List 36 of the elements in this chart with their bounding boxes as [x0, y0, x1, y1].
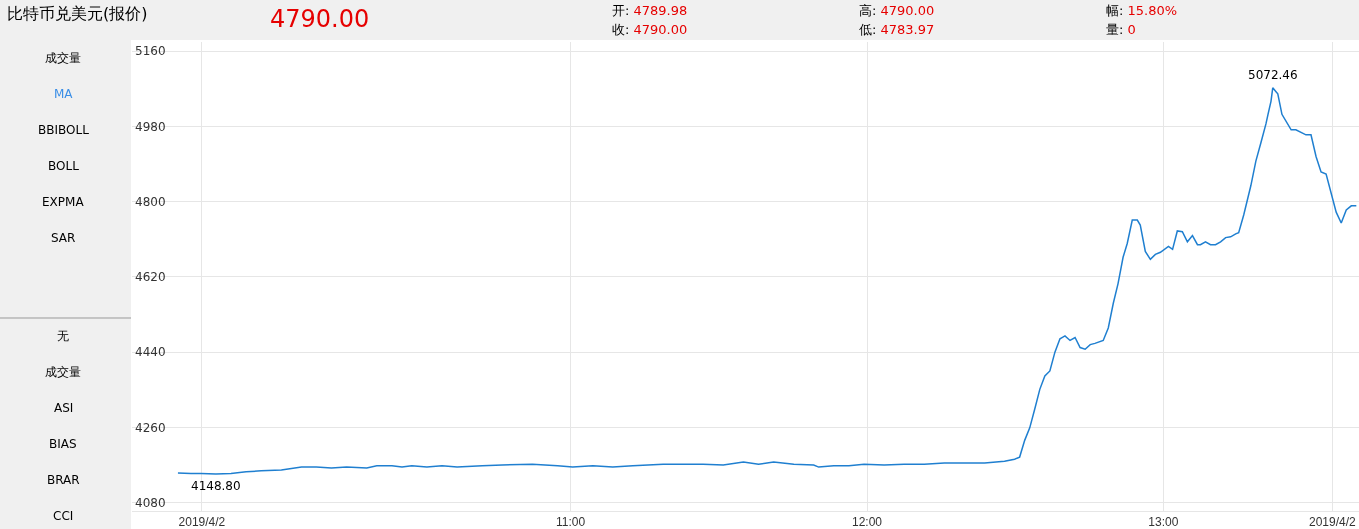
x-tick-label: 2019/4/2 [178, 515, 226, 529]
annotation: 4148.80 [191, 479, 241, 493]
text: 量: 0 [1106, 22, 1136, 37]
y-tick-label: 4260 [135, 420, 166, 435]
text: 幅: 15.80% [1106, 3, 1178, 18]
y-tick-label: 4080 [135, 495, 166, 510]
text: 开: 4789.98 [612, 3, 688, 18]
text: EXPMA [42, 195, 85, 209]
y-tick-label: 4980 [135, 119, 166, 134]
annotation: 5072.46 [1248, 68, 1298, 82]
text: 低: 4783.97 [859, 22, 935, 37]
text: SAR [51, 231, 76, 245]
y-tick-label: 4440 [135, 345, 166, 360]
text: 收: [612, 22, 630, 37]
text: CCI [53, 509, 74, 523]
text: 无 [57, 329, 69, 343]
text: BBIBOLL [38, 123, 90, 137]
y-tick-label: 4800 [135, 194, 166, 209]
text: 成交量 [45, 51, 81, 65]
x-tick-label: 2019/4/2 [1308, 515, 1357, 529]
line-series [177, 87, 1358, 475]
text: 4790.00 [270, 5, 370, 33]
x-tick-label: 12:00 [851, 515, 883, 529]
x-tick-label: 13:00 [1148, 515, 1179, 529]
chart-title: 比特币兑美元(报价) [7, 4, 148, 23]
text: MA [54, 87, 74, 101]
text: BIAS [49, 437, 77, 451]
y-tick-label: 4620 [135, 270, 166, 285]
text: 4790.00 [629, 22, 688, 37]
text: 高: 4790.00 [859, 3, 935, 18]
text: BRAR [47, 473, 80, 487]
text: BOLL [48, 159, 80, 173]
x-tick-label: 11:00 [556, 515, 586, 529]
text: 成交量 [45, 365, 81, 379]
text: ASI [54, 401, 74, 415]
y-tick-label: 5160 [135, 44, 166, 59]
